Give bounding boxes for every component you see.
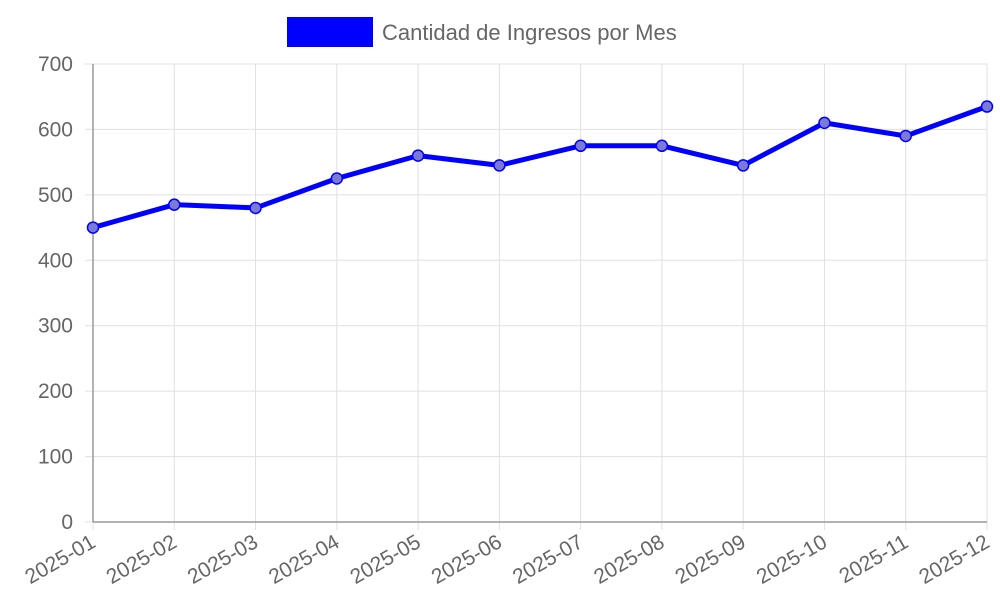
x-tick-label: 2025-07 <box>509 530 587 588</box>
x-tick-label: 2025-04 <box>265 530 344 589</box>
y-tick-label: 600 <box>38 118 73 141</box>
y-tick-label: 300 <box>38 315 73 338</box>
data-point[interactable] <box>168 198 181 211</box>
legend[interactable]: Cantidad de Ingresos por Mes <box>287 17 677 47</box>
x-tick-label: 2025-01 <box>21 530 99 588</box>
x-tick-label: 2025-03 <box>184 530 262 588</box>
y-tick-label: 500 <box>38 184 73 207</box>
data-point[interactable] <box>574 139 587 153</box>
data-point[interactable] <box>655 139 669 153</box>
x-tick-label: 2025-10 <box>753 530 831 588</box>
axes <box>92 64 987 523</box>
series-line <box>90 104 990 231</box>
data-point[interactable] <box>330 172 344 185</box>
data-point[interactable] <box>818 116 831 130</box>
y-tick-label: 400 <box>38 249 73 272</box>
x-tick-label: 2025-05 <box>346 530 424 588</box>
data-point[interactable] <box>411 149 425 162</box>
data-point[interactable] <box>249 201 262 215</box>
x-tick-label: 2025-06 <box>428 530 506 588</box>
data-point[interactable] <box>736 159 750 172</box>
data-point[interactable] <box>980 100 994 113</box>
legend-label: Cantidad de Ingresos por Mes <box>382 20 677 45</box>
data-point[interactable] <box>493 159 506 172</box>
x-tick-label: 2025-02 <box>103 530 181 588</box>
x-tick-label: 2025-12 <box>915 530 993 588</box>
series-layer <box>86 100 994 234</box>
x-tick-label: 2025-08 <box>590 530 668 588</box>
x-tick-label: 2025-09 <box>671 530 749 588</box>
data-point[interactable] <box>86 221 100 234</box>
y-tick-label: 100 <box>38 446 73 469</box>
data-point[interactable] <box>899 129 912 143</box>
grid <box>85 63 988 530</box>
x-tick-label: 2025-11 <box>835 530 912 588</box>
legend-swatch <box>287 17 373 47</box>
y-tick-label: 200 <box>38 380 73 403</box>
y-tick-label: 0 <box>61 511 73 534</box>
y-tick-label: 700 <box>38 53 73 76</box>
